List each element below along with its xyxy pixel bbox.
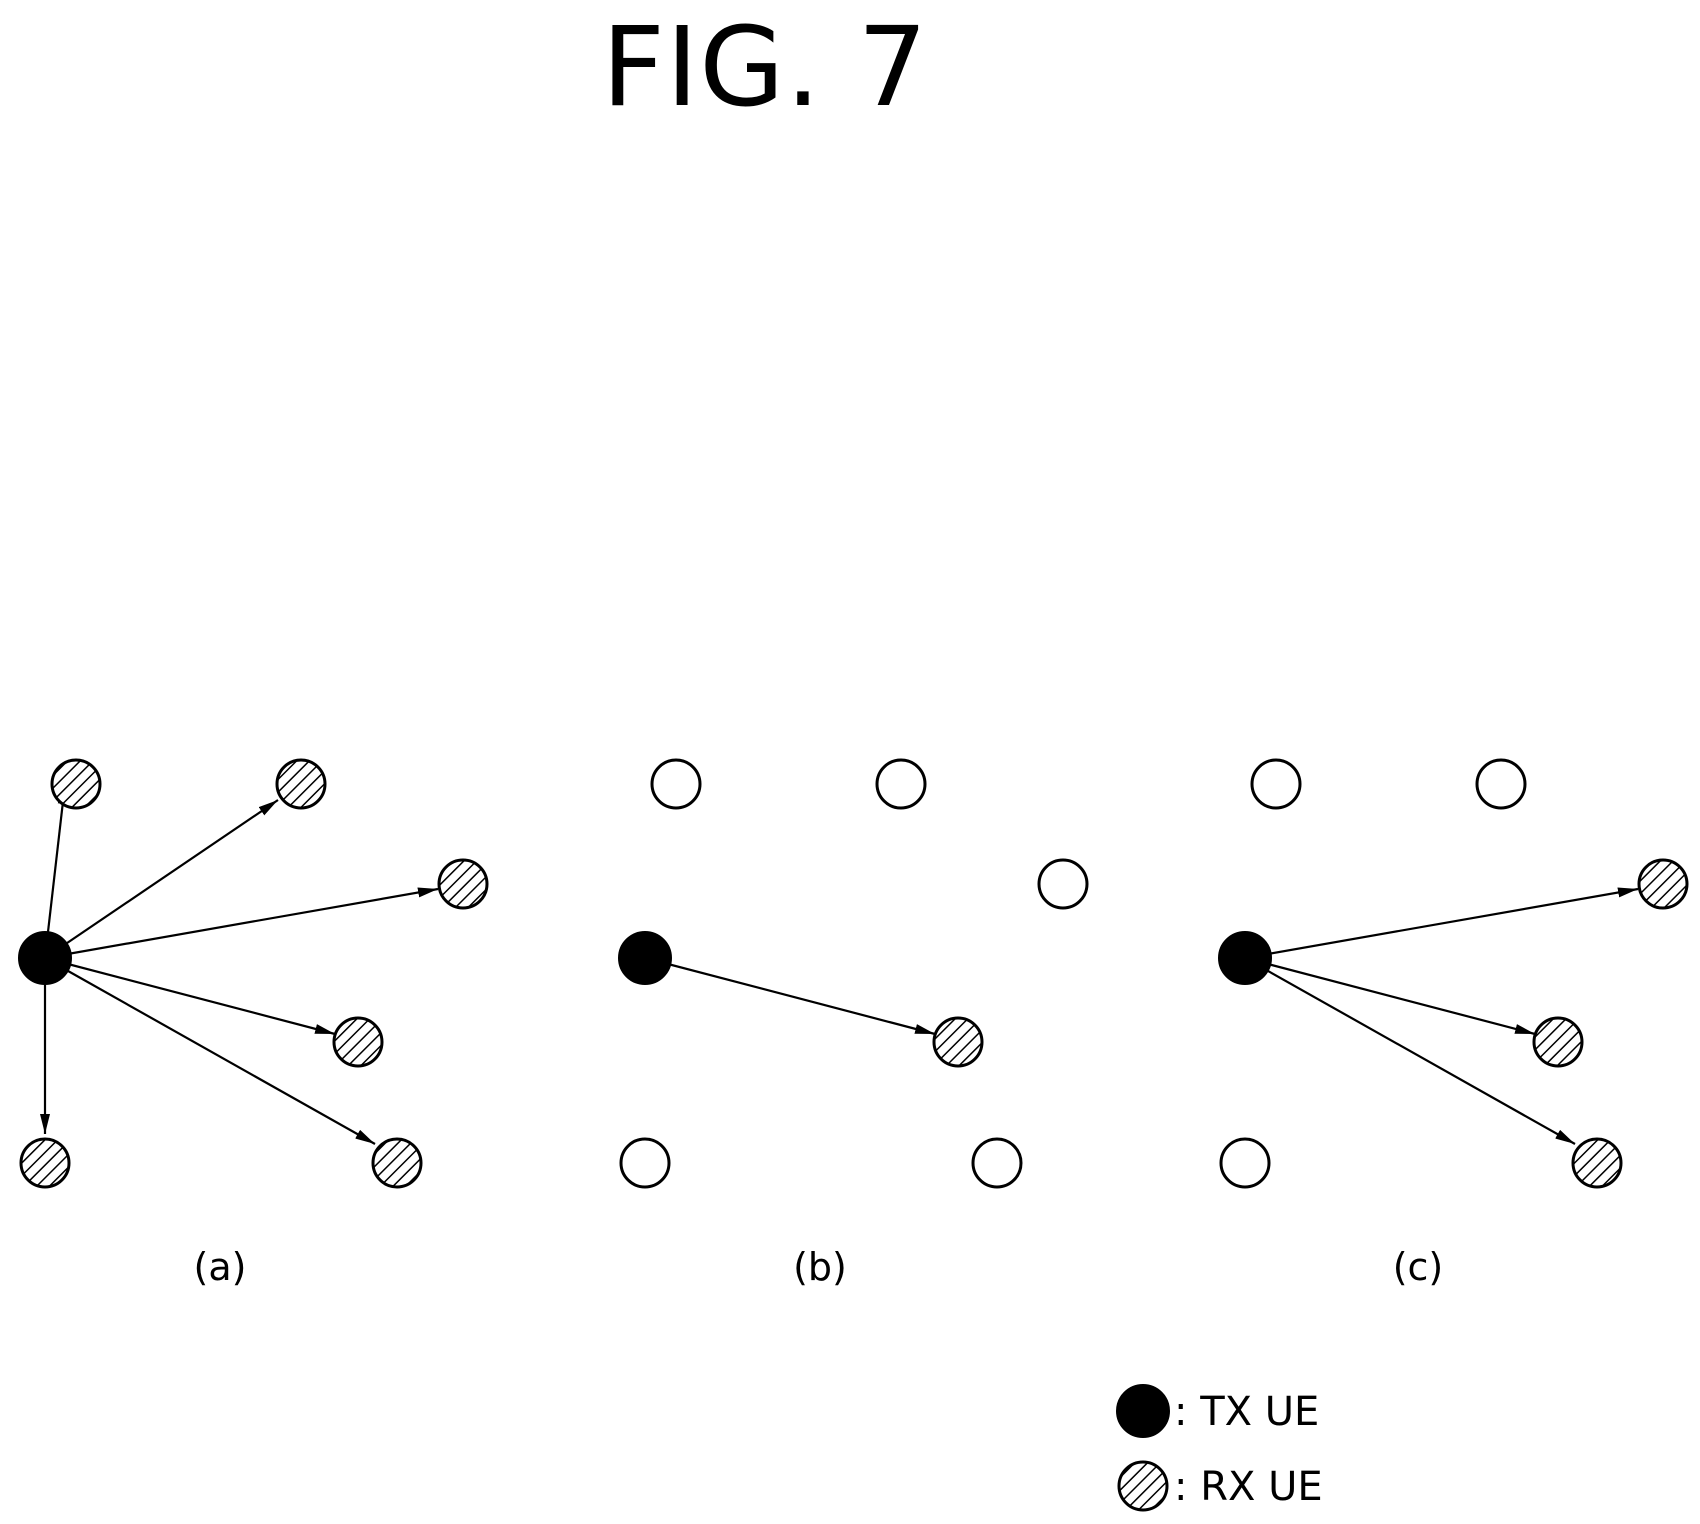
panel-label-c: (c) [1393,1245,1444,1289]
link-arrow [1244,957,1576,1145]
link-arrow [44,799,279,959]
idle-ue-node [875,758,927,810]
panel-label-b: (b) [793,1245,847,1289]
idle-ue-node [1475,758,1527,810]
panel-c: (c) [1218,758,1689,1289]
rx-ue-node [437,858,489,910]
idle-ue-node [619,1137,671,1189]
link-arrow [1244,956,1536,1036]
rx-ue-node [932,1016,984,1068]
link-arrow [44,957,376,1145]
idle-ue-node [1219,1137,1271,1189]
rx-ue-node [1571,1137,1623,1189]
rx-ue-node [1637,858,1689,910]
legend-rx-icon [1117,1460,1169,1512]
link-arrow [644,956,936,1036]
link-arrow [44,956,336,1036]
link-arrow [1244,887,1639,960]
panel-b: (b) [618,758,1089,1289]
rx-ue-node [19,1137,71,1189]
idle-ue-node [1037,858,1089,910]
rx-ue-node [50,758,102,810]
legend-rx-label: : RX UE [1174,1464,1323,1510]
idle-ue-node [971,1137,1023,1189]
rx-ue-node [332,1016,384,1068]
rx-ue-node [275,758,327,810]
figure-title: FIG. 7 [601,3,929,131]
rx-ue-node [371,1137,423,1189]
legend-tx-label: : TX UE [1174,1389,1319,1435]
idle-ue-node [1250,758,1302,810]
panel-a: (a) [18,758,489,1289]
link-arrow [43,783,68,959]
legend-tx-icon [1116,1384,1170,1438]
tx-ue-node [618,931,672,985]
idle-ue-node [650,758,702,810]
legend: : TX UE : RX UE [1116,1384,1323,1512]
link-arrow [44,887,439,960]
tx-ue-node [18,931,72,985]
tx-ue-node [1218,931,1272,985]
rx-ue-node [1532,1016,1584,1068]
panel-label-a: (a) [194,1245,247,1289]
